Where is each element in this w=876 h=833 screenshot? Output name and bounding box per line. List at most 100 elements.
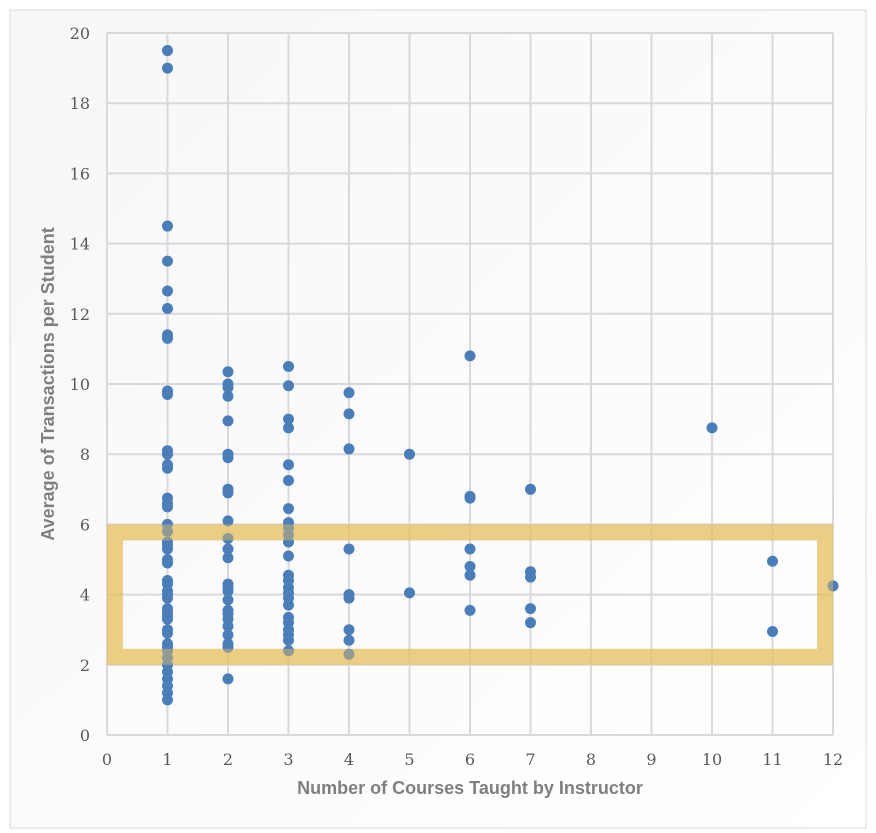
data-point (283, 503, 294, 515)
y-axis-title: Average of Transactions per Student (38, 227, 58, 540)
data-point (222, 585, 234, 597)
chart-frame (9, 9, 867, 829)
data-point (283, 380, 294, 392)
y-tick-label: 18 (70, 94, 90, 113)
data-point (343, 634, 355, 646)
data-point (283, 536, 294, 548)
data-point (283, 634, 294, 646)
data-point (464, 350, 476, 362)
x-tick-label: 7 (525, 750, 535, 769)
data-point (404, 448, 415, 460)
data-point (283, 360, 294, 372)
data-point (464, 543, 476, 555)
data-point (222, 594, 234, 606)
data-point (525, 571, 536, 583)
y-tick-label: 12 (70, 305, 90, 324)
data-point (343, 592, 355, 604)
data-point (706, 422, 718, 434)
data-point (162, 303, 173, 315)
data-point (283, 475, 294, 487)
data-point (827, 580, 839, 592)
data-point (283, 422, 294, 434)
x-tick-label: 3 (283, 750, 293, 769)
data-point (222, 629, 234, 641)
y-tick-label: 8 (80, 445, 90, 464)
data-point (283, 599, 294, 611)
y-tick-label: 14 (70, 235, 90, 254)
data-point (222, 641, 234, 653)
x-tick-label: 8 (586, 750, 596, 769)
data-point (283, 459, 294, 471)
data-point (464, 492, 476, 504)
data-point (283, 645, 294, 657)
data-point (222, 532, 234, 544)
data-point (162, 557, 173, 569)
x-tick-label: 12 (823, 750, 843, 769)
data-point (222, 415, 234, 427)
data-point (162, 525, 173, 537)
data-point (162, 389, 173, 401)
data-point (222, 552, 234, 564)
data-point (162, 627, 173, 639)
data-point (162, 62, 173, 74)
data-point (343, 387, 355, 399)
data-point (343, 443, 355, 455)
data-point (162, 255, 173, 267)
data-point (525, 617, 536, 629)
data-point (464, 604, 476, 616)
data-point (525, 603, 536, 615)
x-tick-label: 11 (762, 750, 782, 769)
x-tick-label: 6 (465, 750, 475, 769)
x-axis-title: Number of Courses Taught by Instructor (297, 778, 643, 798)
data-point (222, 673, 234, 685)
data-point (222, 366, 234, 378)
data-point (464, 561, 476, 573)
data-point (162, 220, 173, 232)
data-point (162, 543, 173, 555)
data-point (222, 390, 234, 402)
data-point (162, 694, 173, 706)
data-point (767, 625, 778, 637)
data-point (222, 487, 234, 499)
data-point (464, 569, 476, 581)
data-point (222, 382, 234, 394)
highlight-box-overlay (107, 524, 833, 665)
data-point (767, 555, 778, 567)
highlight-box (107, 524, 833, 665)
data-point (404, 587, 415, 599)
x-tick-label: 1 (162, 750, 172, 769)
x-tick-label: 4 (344, 750, 354, 769)
data-point (222, 515, 234, 527)
data-point (222, 620, 234, 632)
y-tick-label: 16 (70, 164, 90, 183)
data-point (162, 448, 173, 460)
x-tick-label: 2 (223, 750, 233, 769)
data-point (222, 452, 234, 464)
x-tick-label: 0 (102, 750, 112, 769)
x-tick-label: 10 (702, 750, 722, 769)
data-point (162, 462, 173, 474)
data-point (162, 285, 173, 297)
data-point (162, 332, 173, 344)
data-point (162, 613, 173, 625)
data-point (162, 592, 173, 604)
x-tick-label: 9 (646, 750, 656, 769)
y-tick-label: 2 (80, 656, 90, 675)
data-point (343, 648, 355, 660)
data-point (525, 483, 536, 495)
data-point (343, 624, 355, 636)
data-point (222, 543, 234, 555)
y-tick-label: 10 (70, 375, 90, 394)
x-tick-label: 5 (404, 750, 414, 769)
data-point (283, 550, 294, 562)
y-tick-label: 0 (80, 726, 90, 745)
y-tick-label: 6 (80, 515, 90, 534)
data-point (162, 501, 173, 513)
y-tick-label: 20 (70, 24, 90, 43)
y-tick-label: 4 (80, 586, 90, 605)
data-point (343, 543, 355, 555)
data-point (343, 408, 355, 420)
data-point (162, 45, 173, 57)
